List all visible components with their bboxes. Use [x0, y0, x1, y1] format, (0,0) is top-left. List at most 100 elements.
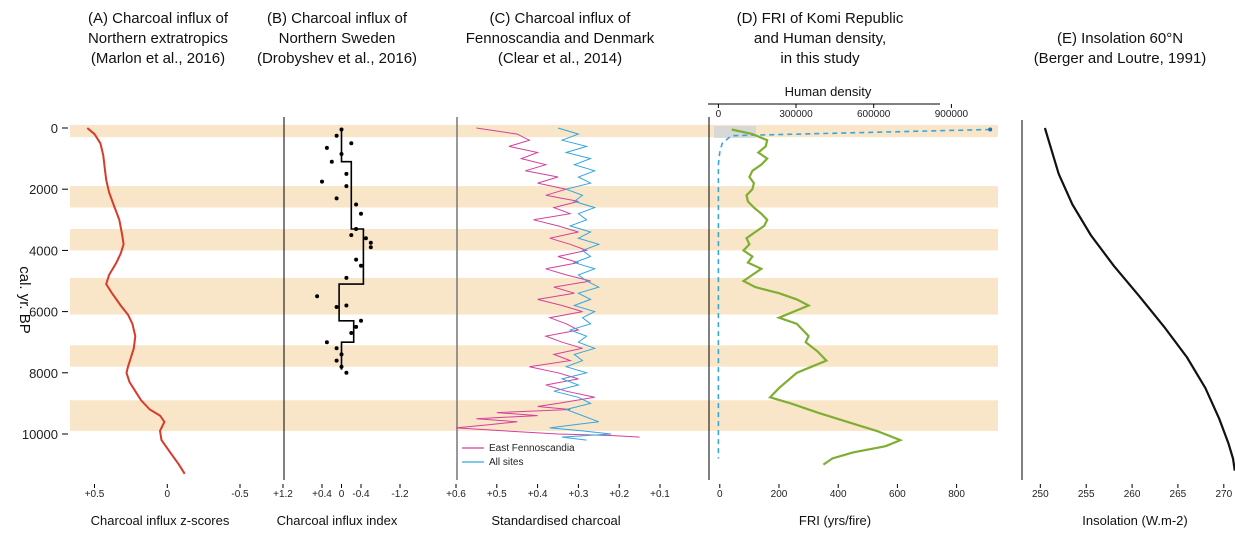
- panel-b-step-line: [338, 129, 365, 370]
- panel-c-x-tick-label: +0.4: [528, 489, 548, 500]
- panel-c-title: (C) Charcoal influx of Fennoscandia and …: [466, 10, 655, 67]
- panel-d-x-tick-label: 400: [830, 489, 847, 500]
- panel-a-line: [86, 127, 186, 475]
- panel-e-title: (E) Insolation 60°N (Berger and Loutre, …: [1034, 30, 1207, 67]
- panel-d-line-fri: [731, 128, 904, 466]
- panel-b-point: [368, 240, 373, 245]
- panel-b-point: [329, 159, 334, 164]
- panel-b-x-tick-label: 0: [339, 489, 345, 500]
- shaded-band-4: [70, 277, 998, 315]
- panel-a-title-line-2: Northern extratropics: [88, 30, 228, 47]
- y-tick-label: 8000: [29, 366, 58, 381]
- panel-b-x-tick-label: -1.2: [391, 489, 409, 500]
- panel-b-point: [339, 364, 344, 369]
- panel-b-point: [354, 227, 359, 231]
- panel-b-point: [334, 346, 339, 351]
- shaded-band-2: [70, 186, 998, 208]
- panel-b-point: [354, 257, 359, 262]
- panel-b-point: [339, 352, 344, 357]
- panel-b-x-tick-label: +0.4: [312, 489, 332, 500]
- chart-marks: [86, 126, 1235, 475]
- panel-b-title: (B) Charcoal influx of Northern Sweden (…: [257, 10, 417, 67]
- panel-a-x-tick-label: -0.5: [231, 489, 249, 500]
- legend-label-all-sites: All sites: [489, 457, 523, 468]
- panel-c-x-tick-label: +0.1: [650, 489, 670, 500]
- panel-b-point: [359, 318, 363, 323]
- panel-c-xlabel: Standardised charcoal: [491, 513, 620, 528]
- panel-b-point: [344, 370, 349, 375]
- panel-b-point: [359, 211, 363, 216]
- y-tick-label: 6000: [29, 305, 58, 320]
- panel-a-x-tick-label: +0.5: [85, 489, 105, 500]
- panel-b-point: [315, 294, 320, 299]
- panel-b-point: [363, 236, 368, 241]
- panel-axes: [283, 117, 1023, 480]
- y-axis-label: cal. yr. BP: [16, 266, 33, 334]
- top-axis-tick-label: 300000: [779, 109, 813, 120]
- panel-d-xlabel: FRI (yrs/fire): [799, 513, 871, 528]
- y-tick-label: 4000: [29, 243, 58, 258]
- panel-b-xlabel: Charcoal influx index: [277, 513, 398, 528]
- panel-b-point: [324, 145, 329, 150]
- panel-c-title-line-3: (Clear et al., 2014): [498, 50, 622, 67]
- panel-b-point: [354, 202, 359, 207]
- panel-a-title-line-3: (Marlon et al., 2016): [91, 50, 225, 67]
- panel-e-x-tick-label: 255: [1078, 489, 1095, 500]
- panel-d-x-tick-label: 800: [948, 489, 965, 500]
- y-axis-ticks: 0 2000 4000 6000 8000 10000: [22, 121, 68, 442]
- y-tick-label: 0: [51, 121, 58, 136]
- legend-label-east-fennoscandia: East Fennoscandia: [489, 443, 575, 454]
- panel-b-point: [368, 245, 373, 250]
- panel-c-title-line-2: Fennoscandia and Denmark: [466, 30, 655, 47]
- panel-d-title-line-1: (D) FRI of Komi Republic: [737, 10, 904, 27]
- panel-b-title-line-3: (Drobyshev et al., 2016): [257, 50, 417, 67]
- panel-b-title-line-1: (B) Charcoal influx of: [267, 10, 408, 27]
- panel-d-title-line-3: in this study: [780, 50, 860, 67]
- panel-b-point: [344, 171, 349, 176]
- panel-b-point: [334, 305, 339, 309]
- panel-c-line-all-sites: [549, 127, 612, 441]
- panel-b-point: [334, 358, 339, 363]
- shaded-band-1: [70, 124, 998, 138]
- panel-c-x-tick-label: +0.5: [487, 489, 507, 500]
- panel-d-density-endpoint: [988, 127, 993, 132]
- panel-e-x-tick-label: 265: [1170, 489, 1187, 500]
- panel-b-point: [320, 179, 324, 184]
- panel-c-title-line-1: (C) Charcoal influx of: [490, 10, 632, 27]
- panel-a-title-line-1: (A) Charcoal influx of: [88, 10, 229, 27]
- top-axis-tick-label: 0: [716, 109, 722, 120]
- panel-b-title-line-2: Northern Sweden: [279, 30, 396, 47]
- top-axis-tick-label: 600000: [857, 109, 891, 120]
- panel-e-x-tick-label: 250: [1032, 489, 1049, 500]
- panel-d-x-tick-label: 600: [889, 489, 906, 500]
- panel-e-title-line-2: (Berger and Loutre, 1991): [1034, 50, 1207, 67]
- panel-e-line: [1043, 127, 1235, 471]
- panel-c-line-east-fennoscandia: [455, 127, 640, 438]
- panel-b-point: [359, 263, 363, 268]
- panel-a-x-tick-label: 0: [165, 489, 171, 500]
- panel-e-x-tick-label: 260: [1124, 489, 1141, 500]
- panel-d-title-line-2: and Human density,: [754, 30, 886, 47]
- shaded-band-5: [70, 345, 998, 367]
- panel-b-point: [344, 275, 349, 280]
- shaded-bands: [70, 124, 998, 431]
- panel-b-point: [344, 303, 349, 308]
- panel-b-point: [339, 127, 344, 132]
- panel-c-legend: East Fennoscandia All sites: [462, 443, 575, 468]
- panel-c-x-tick-label: +0.3: [569, 489, 589, 500]
- panel-b-point: [354, 324, 359, 329]
- panel-b-x-tick-label: +1.2: [273, 489, 293, 500]
- shaded-band-3: [70, 229, 998, 251]
- panel-e-x-tick-label: 270: [1215, 489, 1232, 500]
- top-axis-tick-label: 900000: [935, 109, 969, 120]
- panel-b-point: [349, 141, 354, 146]
- panel-a-xlabel: Charcoal influx z-scores: [91, 513, 230, 528]
- panel-d-top-axis-label: Human density: [785, 84, 872, 99]
- y-tick-label: 10000: [22, 427, 58, 442]
- panel-d-top-axis: 0 300000 600000 900000: [708, 103, 969, 120]
- panel-b-point: [349, 331, 354, 335]
- panel-d-x-tick-label: 0: [717, 489, 723, 500]
- panel-c-x-tick-label: +0.6: [446, 489, 466, 500]
- panel-b-point: [334, 196, 339, 201]
